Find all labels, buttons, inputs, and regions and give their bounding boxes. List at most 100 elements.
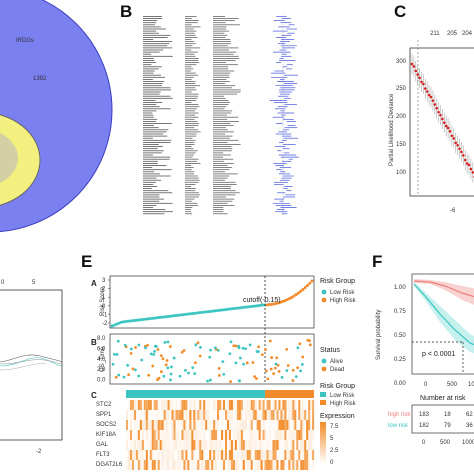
- gene-name-line: [143, 41, 173, 42]
- os-time-point: [178, 374, 182, 378]
- heatmap-cell: [302, 400, 305, 410]
- heatmap-cell: [153, 450, 156, 460]
- os-time-point: [114, 375, 118, 379]
- heatmap-cell: [217, 420, 220, 430]
- heatmap-cell: [151, 420, 154, 430]
- heatmap-cell: [246, 440, 249, 450]
- heatmap-cell: [161, 440, 164, 450]
- heatmap-cell: [300, 450, 302, 460]
- heatmap-cell: [183, 440, 186, 450]
- os-time-point: [151, 364, 155, 368]
- heatmap-cell: [234, 450, 237, 460]
- heatmap-cell: [185, 420, 188, 430]
- deviance-point: [424, 87, 427, 90]
- heatmap-cell: [151, 450, 154, 460]
- heatmap-cell: [235, 400, 237, 410]
- hr-line: [213, 81, 230, 82]
- heatmap-cell: [153, 430, 156, 440]
- heatmap-cell: [211, 430, 214, 440]
- heatmap-cell: [228, 440, 231, 450]
- gene-name-line: [143, 28, 166, 30]
- gene-name-line: [143, 68, 159, 70]
- pvalue-line: [185, 127, 195, 129]
- heatmap-cell: [193, 430, 196, 440]
- gene-name-line: [143, 91, 161, 93]
- heatmap-cell: [254, 450, 257, 460]
- hr-line: [213, 150, 232, 152]
- legend-alive-marker: [321, 358, 327, 364]
- os-time-point: [166, 366, 170, 370]
- heatmap-cell: [282, 440, 285, 450]
- risk-score-point: [274, 302, 278, 306]
- heatmap-cell: [137, 460, 140, 470]
- os-time-point: [268, 339, 272, 343]
- heatmap-cell: [143, 460, 146, 470]
- deviance-point: [439, 113, 442, 117]
- heatmap-cell: [300, 440, 303, 450]
- os-time-point: [112, 352, 116, 356]
- heatmap-cell: [176, 450, 178, 460]
- heatmap-cell: [294, 450, 297, 460]
- os-time-point: [238, 379, 241, 383]
- pvalue-line: [185, 70, 192, 72]
- expression-title: Expression: [320, 413, 355, 420]
- os-time-point: [191, 366, 195, 370]
- os-time-point: [163, 341, 167, 344]
- heatmap-cell: [132, 420, 134, 430]
- heatmap-cell: [310, 440, 313, 450]
- heatmap-cell: [215, 440, 218, 450]
- partial-likelihood-plot: 211 205 204 Partial Likelihood Deviance …: [389, 31, 474, 214]
- heatmap-cell: [248, 450, 251, 460]
- heatmap-cell: [238, 430, 241, 440]
- heatmap-cell: [286, 430, 288, 440]
- pvalue-line: [185, 121, 198, 122]
- gene-name-line: [143, 55, 173, 57]
- heatmap-cell: [176, 420, 178, 430]
- risk-score-point: [114, 322, 118, 326]
- heatmap-cell: [280, 430, 283, 440]
- risk-low-2: 36: [466, 423, 473, 429]
- pvalue-line: [185, 97, 198, 99]
- gene-name-line: [143, 104, 157, 105]
- heatmap-cell: [137, 420, 140, 430]
- pvalue-line: [185, 66, 192, 68]
- hr-line: [213, 171, 226, 173]
- pvalue-line: [185, 39, 192, 40]
- heatmap-cell: [161, 420, 164, 430]
- heatmap-cell: [276, 430, 279, 440]
- risk-score-point: [236, 306, 240, 310]
- risk-score-point: [283, 299, 287, 303]
- hr-line: [213, 22, 226, 24]
- heatmap-cell: [221, 440, 224, 450]
- heatmap-cell: [213, 420, 216, 430]
- pvalue-line: [185, 22, 198, 24]
- pvalue-line: [185, 163, 201, 164]
- os-time-point: [276, 363, 280, 367]
- heatmap-cell: [232, 460, 235, 470]
- heatmap-cell: [217, 430, 219, 440]
- c-top-tick-3: 204: [462, 31, 473, 37]
- gene-label: KIF18A: [96, 432, 116, 438]
- heatmap-cell: [262, 450, 265, 460]
- pvalue-line: [185, 196, 199, 198]
- heatmap-cell: [302, 460, 305, 470]
- heatmap-cell: [258, 440, 261, 450]
- heatmap-cell: [139, 410, 142, 420]
- heatmap-cell: [127, 400, 130, 410]
- heatmap-cell: [221, 400, 224, 410]
- gene-name-line: [143, 152, 162, 154]
- heatmap-cell: [223, 400, 226, 410]
- heatmap-cell: [189, 460, 191, 470]
- os-time-point: [194, 343, 198, 347]
- pvalue-line: [185, 167, 194, 168]
- panel-letter-c: C: [394, 2, 407, 21]
- heatmap-cell: [167, 430, 170, 440]
- gene-name-line: [143, 169, 172, 171]
- heatmap-cell: [165, 400, 168, 410]
- deviance-point: [412, 65, 416, 68]
- risk-score-point: [146, 317, 150, 321]
- risk-score-point: [204, 310, 208, 314]
- os-time-point: [166, 340, 170, 344]
- heatmap-cell: [282, 430, 285, 440]
- pvalue-line: [185, 16, 197, 17]
